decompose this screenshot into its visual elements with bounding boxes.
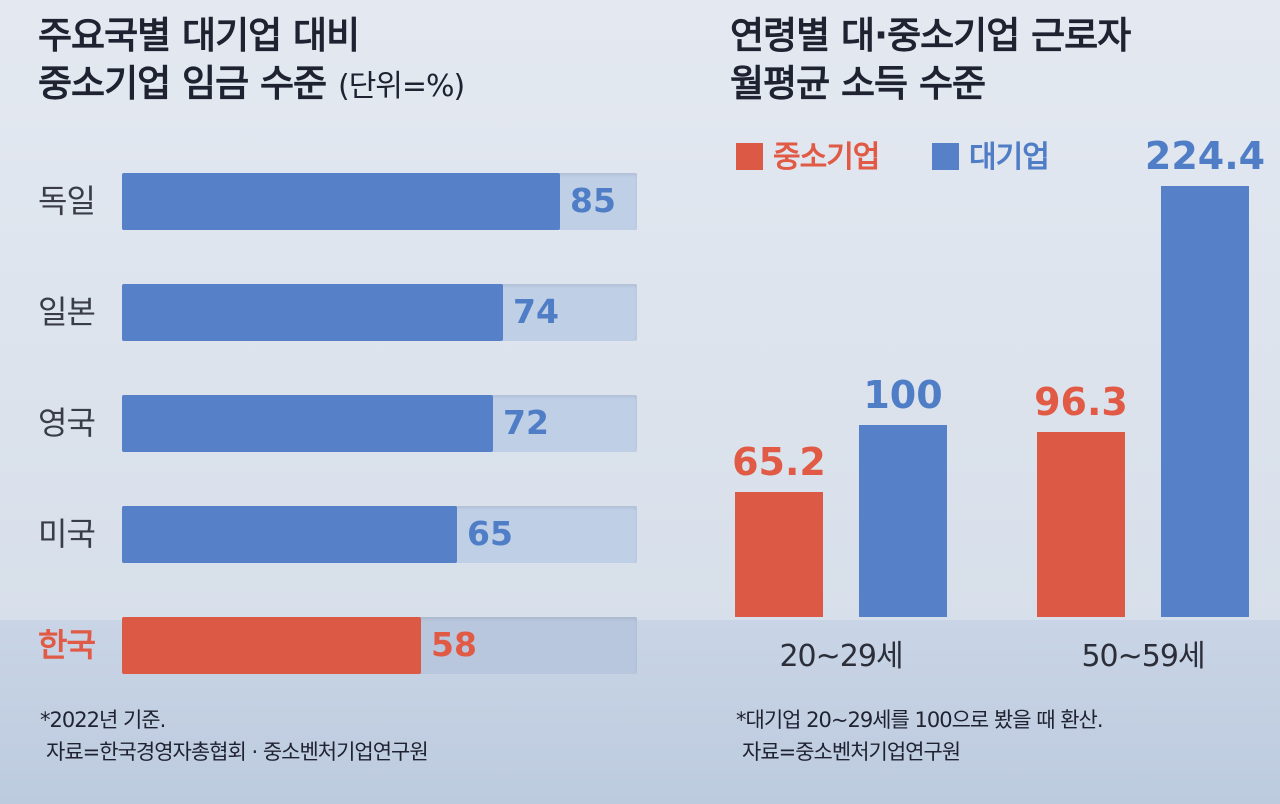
bar-track-1: 74 — [122, 284, 637, 341]
right-note-line-1: *대기업 20~29세를 100으로 봤을 때 환산. — [736, 708, 1104, 732]
bar-value-0: 85 — [570, 181, 616, 220]
country-label-1: 일본 — [38, 293, 96, 331]
bar-sme-1 — [1037, 432, 1125, 617]
legend-swatch-sme — [736, 143, 763, 170]
bar-value-sme-0: 65.2 — [732, 440, 826, 484]
right-title-line-2: 월평균 소득 수준 — [730, 62, 986, 105]
bar-1 — [122, 284, 503, 341]
bar-value-2: 72 — [503, 403, 549, 442]
left-note-line-1: *2022년 기준. — [40, 708, 166, 732]
bar-value-sme-1: 96.3 — [1034, 380, 1128, 424]
bar-0 — [122, 173, 560, 230]
bar-2 — [122, 395, 493, 452]
right-source-note: *대기업 20~29세를 100으로 봤을 때 환산. 자료=중소벤처기업연구원 — [736, 704, 1104, 768]
country-label-4: 한국 — [38, 626, 96, 664]
right-chart-title: 연령별 대·중소기업 근로자 월평균 소득 수준 — [730, 12, 1131, 108]
right-note-line-2: 자료=중소벤처기업연구원 — [742, 740, 961, 764]
legend-label-large: 대기업 — [969, 140, 1050, 175]
bar-track-4: 58 — [122, 617, 637, 674]
country-label-3: 미국 — [38, 515, 96, 553]
x-tick-label-1: 50~59세 — [1081, 639, 1205, 674]
left-title-line-1: 주요국별 대기업 대비 — [38, 14, 360, 57]
left-chart-title: 주요국별 대기업 대비 중소기업 임금 수준 (단위=%) — [38, 12, 465, 111]
bar-3 — [122, 506, 457, 563]
bar-track-0: 85 — [122, 173, 637, 230]
left-note-line-2: 자료=한국경영자총협회 · 중소벤처기업연구원 — [46, 740, 429, 764]
country-label-0: 독일 — [38, 182, 96, 220]
bar-track-3: 65 — [122, 506, 637, 563]
legend-item-large: 대기업 — [932, 138, 1050, 178]
legend-label-sme: 중소기업 — [773, 140, 880, 175]
bar-track-2: 72 — [122, 395, 637, 452]
bar-4 — [122, 617, 421, 674]
bar-sme-0 — [735, 492, 823, 617]
right-title-line-1: 연령별 대·중소기업 근로자 — [730, 14, 1131, 57]
country-label-2: 영국 — [38, 404, 96, 442]
left-title-unit: (단위=%) — [337, 69, 465, 104]
legend-item-sme: 중소기업 — [736, 138, 880, 178]
bar-value-large-1: 224.4 — [1144, 134, 1266, 178]
left-title-line-2: 중소기업 임금 수준 (단위=%) — [38, 60, 465, 111]
left-source-note: *2022년 기준. 자료=한국경영자총협회 · 중소벤처기업연구원 — [40, 704, 429, 768]
x-tick-label-0: 20~29세 — [779, 639, 903, 674]
left-title-main: 중소기업 임금 수준 — [38, 62, 327, 105]
bar-value-3: 65 — [467, 514, 513, 553]
legend-swatch-large — [932, 143, 959, 170]
bar-value-1: 74 — [513, 292, 559, 331]
bar-large-1 — [1161, 186, 1249, 617]
bar-value-4: 58 — [431, 625, 477, 664]
bar-large-0 — [859, 425, 947, 617]
bar-value-large-0: 100 — [863, 373, 943, 417]
